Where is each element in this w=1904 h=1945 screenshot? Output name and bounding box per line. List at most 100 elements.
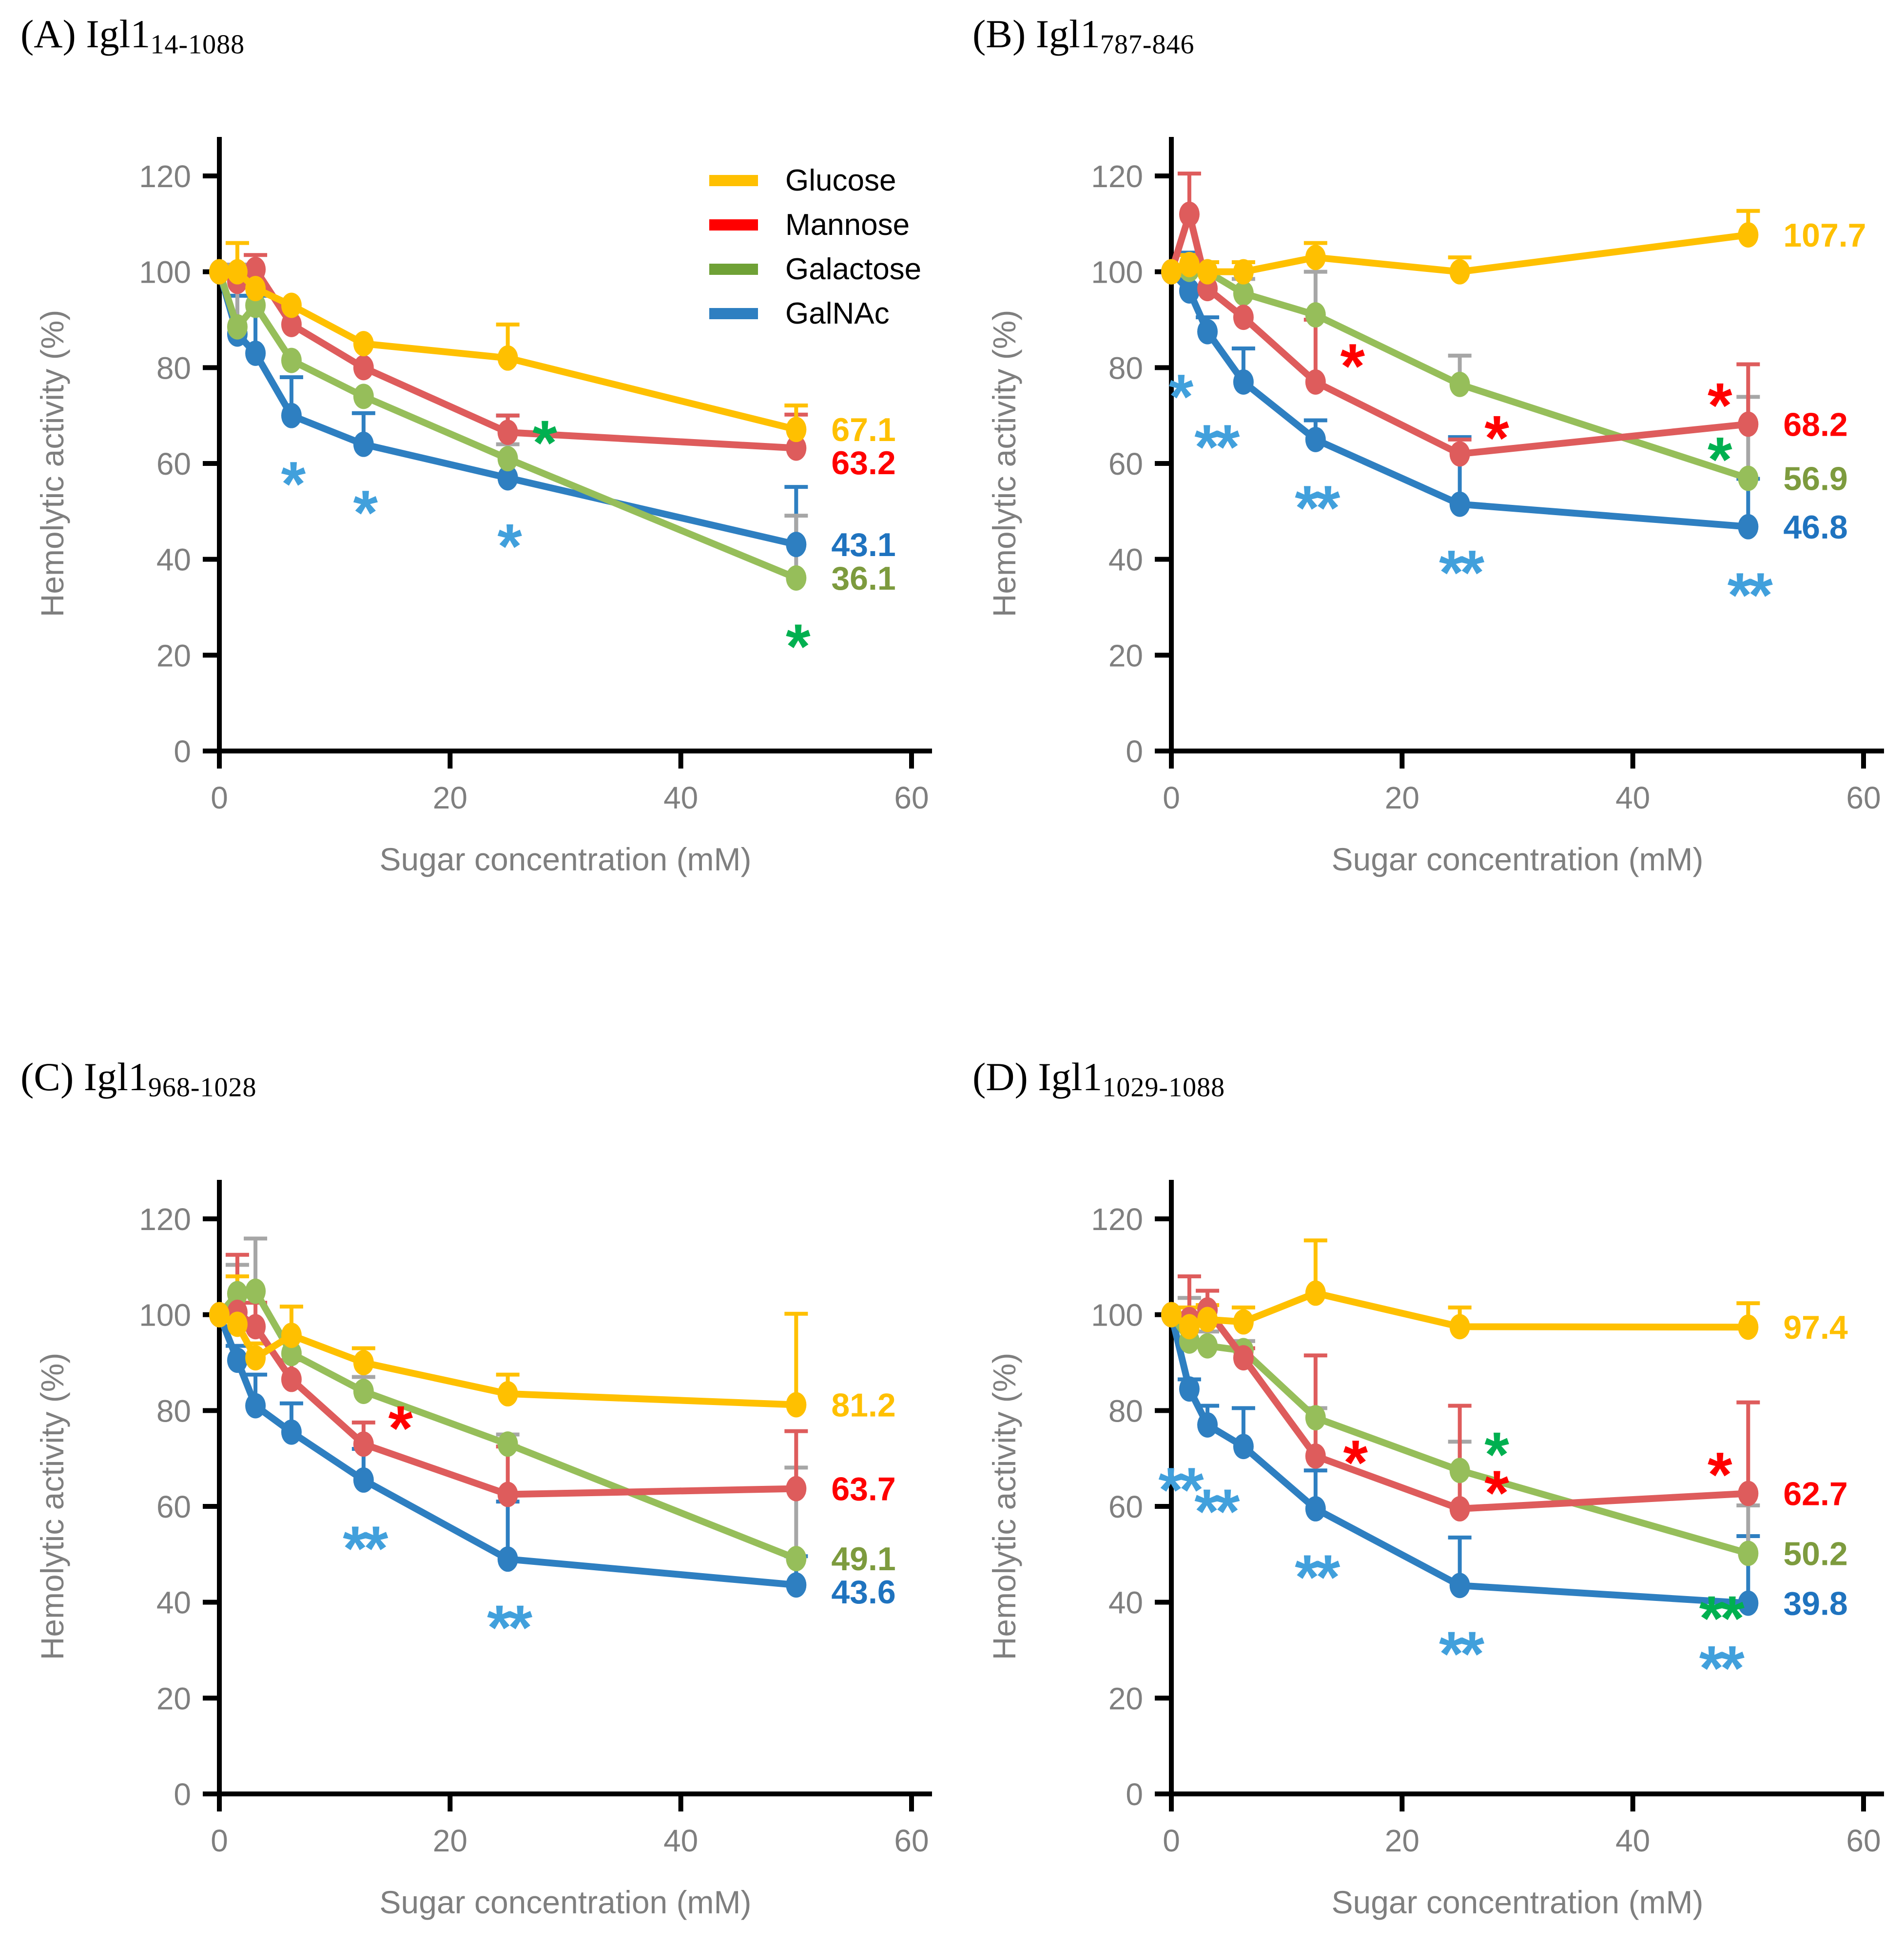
end-value-label-glucose: 67.1 — [831, 411, 895, 448]
data-point-glucose — [245, 275, 266, 301]
y-tick-label: 20 — [156, 638, 191, 673]
x-tick-label: 60 — [1846, 1823, 1881, 1858]
panel-title-subscript: 968-1028 — [148, 1072, 257, 1103]
panel-title-prefix: (B) Igl1 — [972, 12, 1100, 56]
data-point-glucose — [497, 1381, 518, 1406]
data-point-mannose — [497, 419, 518, 445]
end-value-label-mannose: 62.7 — [1783, 1475, 1847, 1512]
y-tick-label: 60 — [156, 446, 191, 481]
y-tick-label: 20 — [1108, 638, 1143, 673]
y-axis-title: Hemolytic activity (%) — [34, 1353, 70, 1660]
end-value-label-galnac: 39.8 — [1783, 1585, 1847, 1622]
data-point-glucose — [1197, 259, 1218, 285]
panel-b: (B) Igl1787-846 0 20 40 60 80 100 120 0 20 40 60 Su… — [952, 0, 1904, 970]
panel-title-subscript: 14-1088 — [150, 29, 245, 60]
end-value-label-glucose: 107.7 — [1783, 217, 1866, 254]
y-tick-label: 80 — [1108, 350, 1143, 385]
data-point-glucose — [786, 1392, 807, 1418]
significance-star-galactose: ** — [1699, 1582, 1745, 1654]
end-value-label-galactose: 56.9 — [1783, 460, 1847, 497]
data-point-galnac — [1449, 491, 1470, 517]
data-point-glucose — [1179, 1314, 1200, 1340]
significance-star-mannose: * — [389, 1392, 413, 1464]
panel-a: (A) Igl114-1088 0 20 40 60 80 100 120 0 20 40 60 Su… — [0, 0, 952, 970]
significance-star-galnac: * — [497, 510, 522, 581]
legend-swatch-galnac — [709, 308, 758, 319]
data-point-galactose — [227, 1281, 248, 1307]
end-value-label-galnac: 43.1 — [831, 526, 895, 563]
y-tick-label: 40 — [156, 542, 191, 578]
significance-star-galactose: * — [1708, 424, 1732, 495]
chart-panel-a: 0 20 40 60 80 100 120 0 20 40 60 Sugar concentratio… — [34, 136, 932, 877]
y-tick-label: 80 — [156, 350, 191, 385]
legend-item-galactose: Galactose — [709, 247, 921, 291]
data-point-glucose — [1305, 245, 1326, 270]
significance-star-galnac: ** — [487, 1592, 533, 1663]
y-tick-label: 40 — [1108, 542, 1143, 578]
x-tick-label: 20 — [1385, 780, 1419, 815]
data-point-galactose — [281, 1341, 302, 1367]
x-tick-label: 0 — [211, 780, 228, 815]
x-axis-title: Sugar concentration (mM) — [1332, 841, 1704, 877]
y-axis-title: Hemolytic activity (%) — [34, 310, 70, 617]
data-point-glucose — [1233, 259, 1254, 285]
data-point-mannose — [1449, 441, 1470, 467]
data-point-galnac — [245, 340, 266, 366]
y-tick-label: 0 — [174, 734, 191, 769]
data-point-galnac — [786, 532, 807, 558]
data-point-galactose — [353, 1378, 374, 1404]
y-tick-label: 40 — [1108, 1585, 1143, 1620]
data-point-glucose — [353, 1349, 374, 1375]
data-point-glucose — [227, 259, 248, 285]
y-tick-label: 80 — [1108, 1393, 1143, 1428]
y-tick-label: 60 — [1108, 1489, 1143, 1524]
data-point-galnac — [227, 1347, 248, 1373]
x-tick-label: 0 — [1163, 780, 1180, 815]
data-point-glucose — [1305, 1280, 1326, 1306]
data-point-galnac — [245, 1393, 266, 1419]
y-tick-label: 120 — [1091, 159, 1143, 194]
chart-panel-d: 0 20 40 60 80 100 120 0 20 40 60 Sugar concentratio… — [986, 1179, 1884, 1920]
data-point-galactose — [1305, 302, 1326, 328]
data-point-glucose — [786, 417, 807, 443]
data-point-galnac — [1305, 1496, 1326, 1521]
end-value-label-mannose: 63.2 — [831, 444, 895, 481]
data-point-mannose — [353, 355, 374, 381]
data-point-mannose — [353, 1431, 374, 1457]
x-tick-label: 40 — [1615, 780, 1650, 815]
x-axis-title: Sugar concentration (mM) — [380, 1884, 752, 1920]
data-point-galnac — [1305, 426, 1326, 452]
data-point-glucose — [353, 331, 374, 357]
series-line-mannose — [1168, 211, 1749, 458]
data-point-mannose — [281, 311, 302, 337]
data-point-mannose — [1305, 369, 1326, 395]
data-point-glucose — [227, 1311, 248, 1337]
data-point-glucose — [1449, 1314, 1470, 1340]
y-tick-label: 60 — [1108, 446, 1143, 481]
y-tick-label: 100 — [139, 1298, 191, 1333]
x-tick-label: 40 — [663, 1823, 698, 1858]
x-tick-label: 60 — [894, 1823, 929, 1858]
data-point-galactose — [353, 384, 374, 409]
data-point-galactose — [497, 446, 518, 472]
x-tick-label: 40 — [1615, 1823, 1650, 1858]
x-tick-label: 0 — [211, 1823, 228, 1858]
x-axis-title: Sugar concentration (mM) — [380, 841, 752, 877]
significance-star-galnac: * — [1169, 361, 1194, 432]
data-point-glucose — [1161, 259, 1182, 285]
significance-star-galnac: ** — [1728, 559, 1773, 631]
x-tick-label: 20 — [433, 780, 467, 815]
data-point-glucose — [1179, 251, 1200, 277]
data-point-galnac — [786, 1572, 807, 1598]
chart-panel-c: 0 20 40 60 80 100 120 0 20 40 60 Sugar concentratio… — [34, 1179, 932, 1920]
data-point-galactose — [497, 1431, 518, 1457]
data-point-galactose — [1233, 280, 1254, 306]
significance-star-galnac: ** — [1295, 472, 1341, 543]
data-point-galnac — [281, 403, 302, 428]
significance-star-galactose: * — [786, 611, 811, 682]
significance-star-galnac: ** — [1194, 411, 1240, 482]
data-point-galnac — [1233, 1433, 1254, 1459]
legend-label: Galactose — [785, 252, 922, 286]
data-point-galnac — [353, 431, 374, 457]
